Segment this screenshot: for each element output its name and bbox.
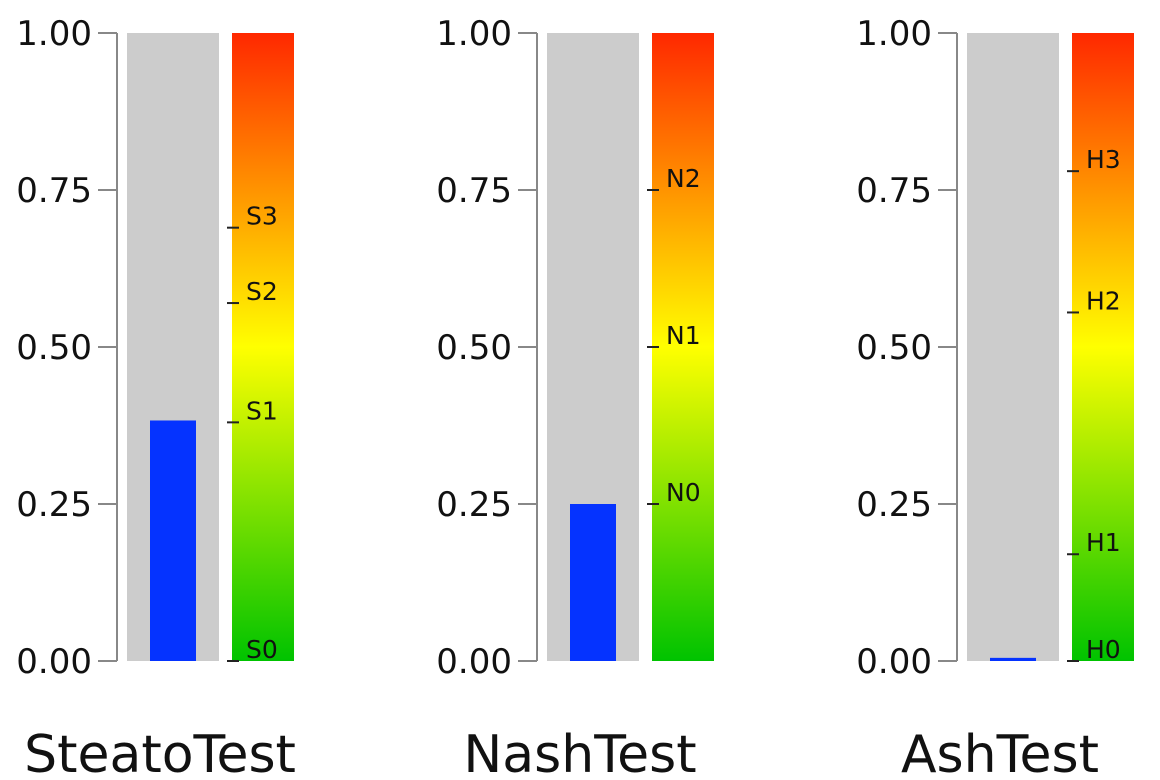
nashtest-grade-label: N0 (666, 478, 701, 507)
steatotest-title: SteatoTest (24, 725, 296, 780)
nashtest-y-tick-label: 0.75 (436, 171, 512, 211)
ashtest-grade-label: H1 (1086, 528, 1121, 557)
nashtest-y-tick-label: 1.00 (436, 14, 512, 54)
steatotest-y-tick-label: 1.00 (16, 14, 92, 54)
nashtest-title: NashTest (463, 725, 696, 780)
nashtest-y-tick-label: 0.25 (436, 485, 512, 525)
ashtest-value-bar (990, 657, 1036, 661)
nashtest-color-scale (652, 33, 714, 661)
nashtest-y-tick-label: 0.50 (436, 328, 512, 368)
ashtest-y-tick-label: 1.00 (856, 14, 932, 54)
nashtest-value-bar (570, 504, 616, 661)
ashtest-y-tick-label: 0.75 (856, 171, 932, 211)
steatotest-grade-label: S2 (246, 277, 278, 306)
ashtest-track (967, 33, 1059, 661)
nashtest-grade-label: N2 (666, 164, 701, 193)
steatotest-value-bar (150, 420, 196, 661)
ashtest-grade-label: H0 (1086, 635, 1121, 664)
ashtest-color-scale (1072, 33, 1134, 661)
steatotest-y-tick-label: 0.00 (16, 642, 92, 682)
steatotest-y-tick-label: 0.50 (16, 328, 92, 368)
ashtest-grade-label: H2 (1086, 286, 1121, 315)
ashtest-y-tick-label: 0.50 (856, 328, 932, 368)
steatotest-y-tick-label: 0.25 (16, 485, 92, 525)
steatotest-color-scale (232, 33, 294, 661)
steatotest-grade-label: S0 (246, 635, 278, 664)
nashtest-grade-label: N1 (666, 321, 701, 350)
steatotest-y-tick-label: 0.75 (16, 171, 92, 211)
ashtest-grade-label: H3 (1086, 145, 1121, 174)
nashtest-y-tick-label: 0.00 (436, 642, 512, 682)
ashtest-y-tick-label: 0.00 (856, 642, 932, 682)
ashtest-y-tick-label: 0.25 (856, 485, 932, 525)
steatotest-grade-label: S1 (246, 396, 278, 425)
steatotest-grade-label: S3 (246, 202, 278, 231)
ashtest-title: AshTest (901, 725, 1099, 780)
